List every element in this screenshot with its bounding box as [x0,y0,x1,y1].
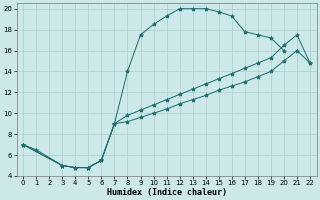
X-axis label: Humidex (Indice chaleur): Humidex (Indice chaleur) [107,188,227,197]
